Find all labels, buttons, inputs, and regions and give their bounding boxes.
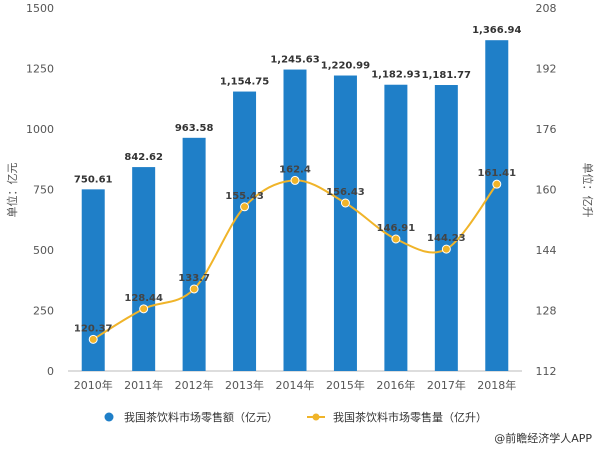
bar — [283, 69, 307, 371]
line-value-label: 156.43 — [326, 187, 365, 198]
legend-marker-bar — [104, 412, 114, 422]
left-tick-label: 750 — [33, 184, 54, 197]
x-tick-label: 2017年 — [427, 378, 466, 392]
line-value-label: 128.44 — [124, 293, 163, 304]
right-axis-ticks: 112 128 144 160 176 192 208 — [536, 2, 557, 378]
bar-value-label: 1,181.77 — [422, 70, 471, 81]
line-value-label: 162.4 — [279, 164, 311, 175]
line-point — [340, 198, 350, 208]
line-point — [139, 304, 149, 314]
bar — [182, 137, 206, 371]
x-tick-label: 2016年 — [376, 378, 415, 392]
line-value-label: 146.91 — [377, 223, 416, 234]
line-point — [88, 334, 98, 344]
legend-item-sales-value: 我国茶饮料市场零售额（亿元） — [104, 410, 278, 424]
bar — [485, 40, 509, 371]
line-value-label: 144.23 — [427, 233, 466, 244]
bar-data-labels: 750.61 842.62 963.58 1,154.751,245.631,220.… — [74, 25, 522, 185]
left-tick-label: 250 — [33, 305, 54, 318]
line-point — [391, 234, 401, 244]
right-tick-label: 112 — [536, 365, 557, 378]
x-tick-label: 2010年 — [74, 378, 113, 392]
right-tick-label: 160 — [536, 184, 557, 197]
bar — [384, 84, 408, 371]
bar — [132, 167, 156, 371]
line-point — [492, 179, 502, 189]
bar-series — [81, 40, 509, 371]
line-point — [290, 175, 300, 185]
line-series-points — [88, 175, 502, 344]
x-tick-label: 2012年 — [175, 378, 214, 392]
legend-marker-dot — [312, 413, 320, 421]
line-value-label: 120.37 — [74, 323, 113, 334]
right-axis-title: 单位：亿升 — [581, 163, 595, 218]
line-value-label: 133.7 — [178, 273, 210, 284]
left-tick-label: 0 — [47, 365, 54, 378]
bar-value-label: 750.61 — [74, 174, 113, 185]
bar — [333, 75, 357, 371]
legend: 我国茶饮料市场零售额（亿元） 我国茶饮料市场零售量（亿升） — [104, 410, 487, 424]
bar-value-label: 1,366.94 — [472, 25, 521, 36]
legend-item-sales-volume: 我国茶饮料市场零售量（亿升） — [307, 410, 487, 424]
line-value-label: 155.43 — [225, 191, 264, 202]
line-point — [441, 244, 451, 254]
x-tick-label: 2014年 — [276, 378, 315, 392]
bar — [233, 91, 257, 371]
source-credit: @前瞻经济学人APP — [494, 431, 592, 445]
x-tick-label: 2015年 — [326, 378, 365, 392]
bar-value-label: 1,154.75 — [220, 77, 269, 88]
right-tick-label: 128 — [536, 305, 557, 318]
bar-value-label: 842.62 — [124, 152, 163, 163]
legend-label-sales-value: 我国茶饮料市场零售额（亿元） — [124, 410, 278, 424]
x-tick-label: 2013年 — [225, 378, 264, 392]
bar-value-label: 1,220.99 — [321, 61, 370, 72]
left-tick-label: 1000 — [26, 123, 54, 136]
legend-label-sales-volume: 我国茶饮料市场零售量（亿升） — [333, 410, 487, 424]
bar-value-label: 963.58 — [175, 123, 214, 134]
left-tick-label: 500 — [33, 244, 54, 257]
right-tick-label: 192 — [536, 63, 557, 76]
bar — [434, 85, 458, 371]
line-point — [189, 284, 199, 294]
left-axis-title: 单位：亿元 — [5, 163, 19, 218]
left-tick-label: 1500 — [26, 2, 54, 15]
right-tick-label: 208 — [536, 2, 557, 15]
left-axis-ticks: 0 250 500 750 1000 1250 1500 — [26, 2, 54, 378]
x-tick-label: 2018年 — [477, 378, 516, 392]
bar-value-label: 1,182.93 — [371, 70, 420, 81]
right-tick-label: 144 — [536, 244, 557, 257]
line-point — [240, 202, 250, 212]
right-tick-label: 176 — [536, 123, 557, 136]
left-tick-label: 1250 — [26, 63, 54, 76]
bar — [81, 189, 105, 371]
x-axis-ticks: 2010年 2011年 2012年 2013年 2014年 2015年 2016年 2017年… — [74, 378, 517, 392]
line-value-label: 161.41 — [477, 168, 516, 179]
bar-value-label: 1,245.63 — [270, 55, 319, 66]
line-data-labels: 120.37 128.44 133.7 155.43 162.4 156.43 146.91… — [74, 164, 516, 334]
x-tick-label: 2011年 — [124, 378, 163, 392]
